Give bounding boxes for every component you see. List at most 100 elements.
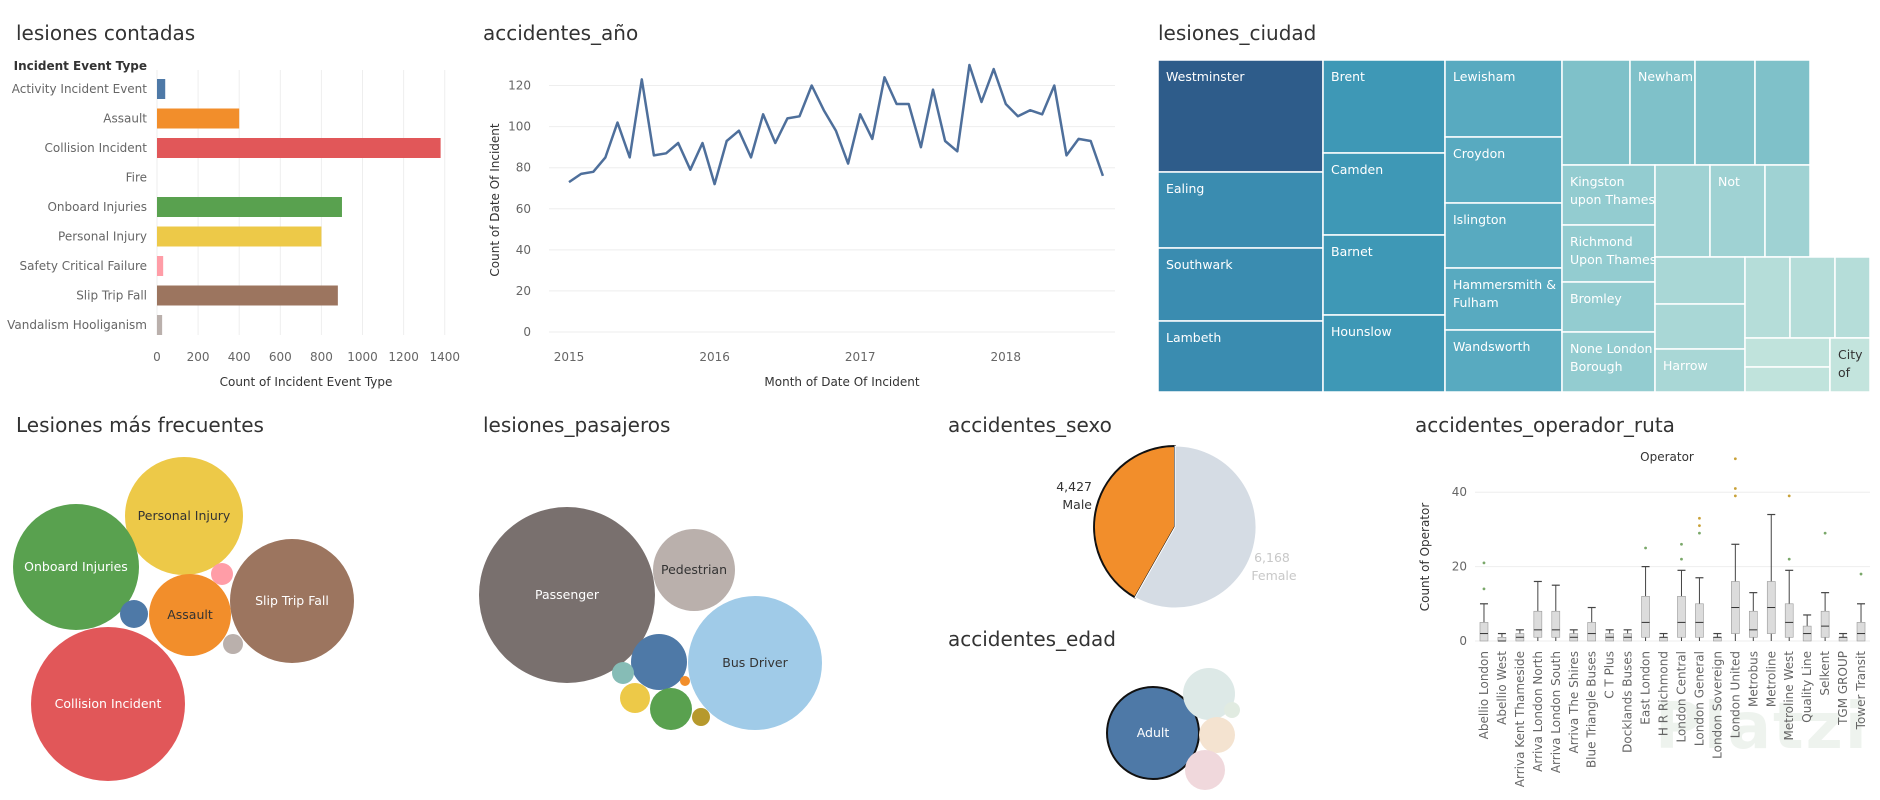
line-x-axis-title: Month of Date Of Incident: [764, 375, 919, 389]
box-outlier: [1787, 494, 1791, 498]
bar-x-tick: 1200: [388, 350, 419, 364]
title-accidentes-ano: accidentes_año: [483, 21, 639, 45]
treemap-cell-15: [1694, 59, 1756, 166]
treemap-cell-2: [1157, 247, 1324, 322]
line-x-tick: 2017: [845, 350, 876, 364]
treemap-cell-14: [1629, 59, 1696, 166]
bubble_age-bubble-4: [1224, 702, 1240, 718]
bubble_inj-bubble-1: [13, 504, 139, 630]
bar-x-tick: 600: [269, 350, 292, 364]
line-y-tick: 0: [523, 325, 531, 339]
line-x-tick: 2016: [699, 350, 730, 364]
treemap-cell-7: [1322, 314, 1446, 393]
treemap-label: Not: [1718, 174, 1740, 189]
bubble_age-bubble-label: Adult: [1137, 725, 1170, 740]
box-category-label: London Central: [1674, 651, 1688, 743]
line-x-tick: 2018: [991, 350, 1022, 364]
bar-7: [157, 285, 338, 306]
box-category-label: London Sovereign: [1710, 651, 1724, 759]
title-lesiones-frecuentes: Lesiones más frecuentes: [16, 413, 264, 437]
bar-x-tick: 1400: [429, 350, 460, 364]
treemap-cell-21: [1654, 164, 1711, 258]
treemap-label: Richmond Upon Thames: [1570, 234, 1656, 267]
box-category-label: H R Richmond: [1657, 651, 1671, 736]
treemap-label: Ealing: [1166, 181, 1204, 196]
treemap-label: Barnet: [1331, 244, 1373, 259]
bubble_pas-bubble-label: Pedestrian: [661, 562, 727, 577]
box-category-label: Arriva The Shires: [1567, 651, 1581, 753]
box-category-label: Metroline West: [1782, 651, 1796, 741]
bar-chart: 0 200 400 600 800 1000 1200 1400 Incident Event …: [7, 59, 460, 389]
line-y-tick: 100: [508, 120, 531, 134]
box-category-label: Docklands Buses: [1621, 651, 1635, 753]
treemap-cell-23: [1764, 164, 1811, 258]
bubble_pas-bubble-1: [653, 529, 735, 611]
treemap-cell-27: [1744, 256, 1791, 339]
bubble_pas-bubble-5: [620, 683, 650, 713]
treemap-label: Newham: [1638, 69, 1693, 84]
title-accidentes-edad: accidentes_edad: [948, 627, 1116, 651]
bar-category-label: Slip Trip Fall: [76, 289, 147, 303]
treemap-label: Southwark: [1166, 257, 1233, 272]
treemap-cell-0: [1157, 59, 1324, 173]
treemap-label: Hammersmith & Fulham: [1453, 277, 1556, 310]
treemap-cell-26: [1654, 348, 1746, 393]
bar-x-tick: 200: [187, 350, 210, 364]
bubble_inj-bubble-label: Assault: [167, 607, 213, 622]
bar-2: [157, 138, 441, 158]
title-lesiones-ciudad: lesiones_ciudad: [1158, 21, 1317, 45]
bar-header: Incident Event Type: [14, 59, 147, 73]
treemap-label: Wandsworth: [1453, 339, 1530, 354]
line-y-tick: 80: [516, 161, 531, 175]
treemap-label: City of: [1838, 347, 1863, 380]
bar-category-label: Assault: [103, 112, 147, 126]
bubble_inj-bubble-label: Collision Incident: [55, 696, 162, 711]
bar-category-label: Vandalism Hooliganism: [7, 318, 147, 332]
box-outlier: [1698, 524, 1701, 528]
box-iqr: [1497, 636, 1507, 642]
bar-category-label: Collision Incident: [45, 141, 148, 155]
bubble_age-bubble-2: [1199, 717, 1235, 753]
bubble_age-bubble-1: [1183, 668, 1235, 720]
box-outlier: [1859, 572, 1863, 576]
box-iqr: [1533, 610, 1543, 638]
bubble_age-bubble-0: [1106, 686, 1200, 780]
bubble_age-bubble-3: [1185, 750, 1225, 790]
box-category-label: TGM GROUP: [1836, 651, 1850, 726]
bubble_pas-bubble-label: Bus Driver: [722, 655, 788, 670]
treemap-label: Westminster: [1166, 69, 1245, 84]
bar-category-label: Fire: [126, 171, 147, 185]
treemap-label: Harrow: [1663, 358, 1708, 373]
box-header: Operator: [1640, 450, 1694, 464]
box-iqr: [1748, 610, 1758, 638]
bar-x-axis-title: Count of Incident Event Type: [220, 375, 393, 389]
bubble-chart-passengers: Passenger Pedestrian Bus Driver: [479, 507, 822, 730]
box-iqr: [1641, 596, 1650, 638]
treemap-cell-34: [1829, 337, 1871, 393]
bubble_inj-bubble-label: Slip Trip Fall: [255, 593, 329, 608]
box-outlier: [1823, 531, 1827, 535]
pie-slice-male: [1093, 444, 1176, 599]
box-category-label: Selkent: [1818, 651, 1832, 696]
box-iqr: [1820, 610, 1830, 638]
bar-4: [157, 197, 342, 217]
line-series: [568, 63, 1105, 186]
title-accidentes-sexo: accidentes_sexo: [948, 413, 1112, 437]
bubble-chart-injuries: Personal Injury Onboard Injuries Slip Trip…: [13, 457, 354, 781]
treemap-label: Islington: [1453, 212, 1506, 227]
bubble_pas-bubble-3: [631, 634, 687, 690]
line-chart: 0 20 40 60 80 100 120 2015 2016 2017 2018 Month of …: [488, 63, 1115, 389]
treemap-cell-18: [1561, 224, 1656, 283]
box-category-label: Arriva Kent Thameside: [1513, 651, 1527, 787]
box-category-label: Abellio West: [1495, 651, 1509, 725]
box-y-tick: 20: [1452, 560, 1467, 574]
box-category-label: Metrobus: [1746, 651, 1760, 707]
bar-category-label: Safety Critical Failure: [20, 259, 147, 273]
treemap-cell-9: [1444, 136, 1563, 204]
bar-8: [157, 315, 163, 335]
bar-1: [157, 108, 240, 129]
bubble_inj-bubble-4: [31, 627, 185, 781]
bubble_inj-bubble-7: [223, 634, 243, 654]
treemap-cell-24: [1654, 256, 1746, 305]
line-x-tick: 2015: [554, 350, 585, 364]
